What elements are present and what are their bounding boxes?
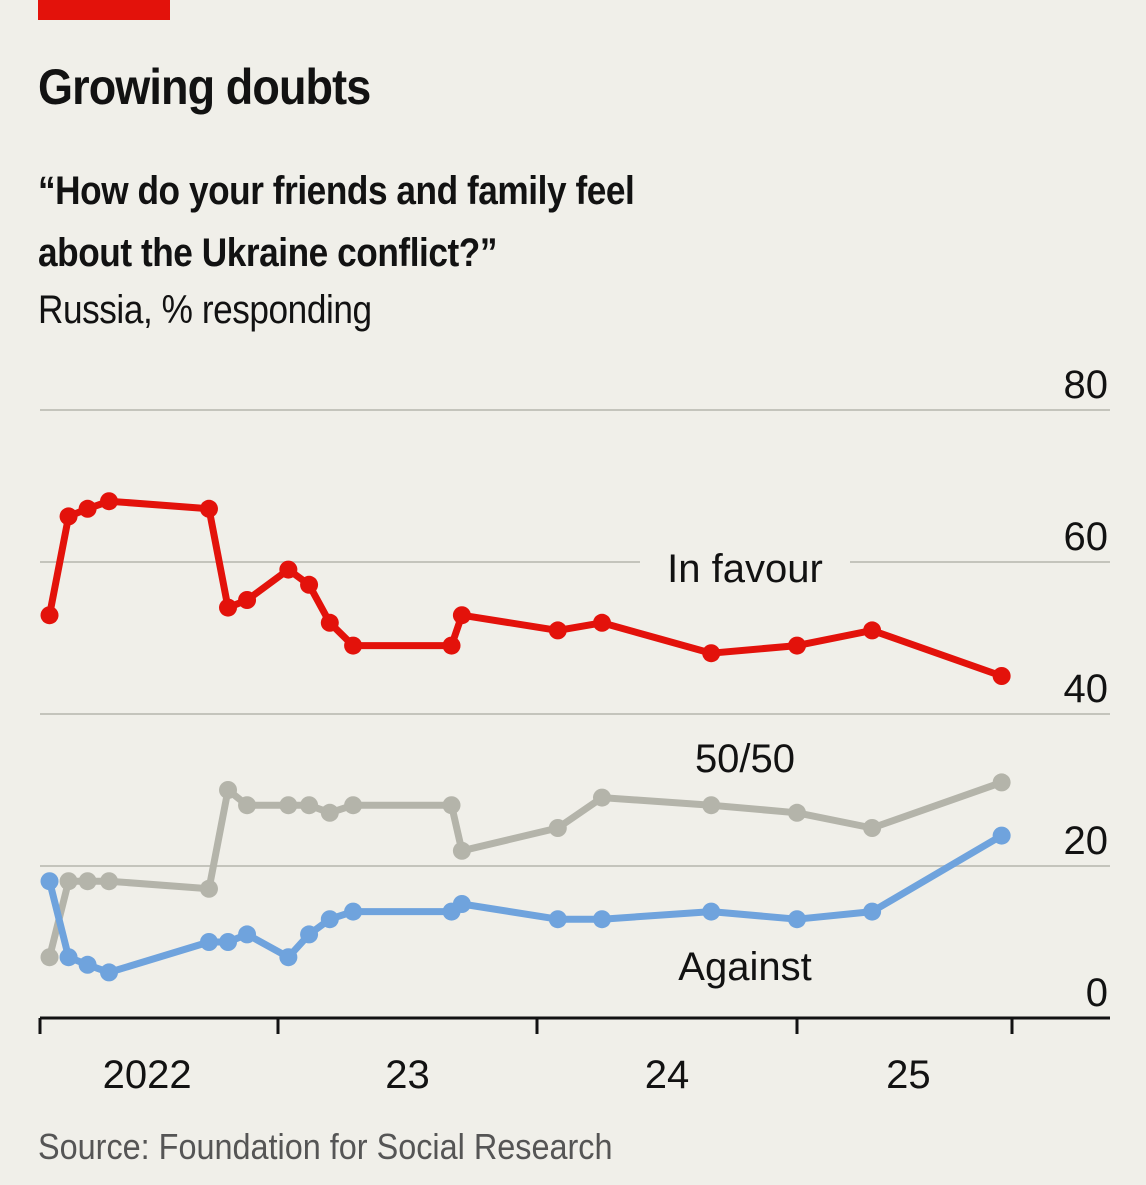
data-point-against-17 — [863, 902, 882, 921]
data-point-50-50-18 — [992, 773, 1011, 792]
series-line-50-50 — [46, 778, 1006, 961]
subtitle-line-2: about the Ukraine conflict?” — [38, 231, 498, 275]
data-point-50-50-14 — [593, 788, 611, 807]
x-tick-label-25: 25 — [886, 1053, 931, 1097]
data-point-in-favour-10 — [344, 636, 363, 655]
data-point-50-50-13 — [548, 819, 567, 837]
data-point-50-50-3 — [100, 872, 119, 891]
data-point-50-50-7 — [279, 796, 298, 815]
data-point-against-4 — [199, 933, 218, 951]
data-point-in-favour-4 — [199, 499, 218, 518]
data-point-against-10 — [344, 902, 363, 921]
data-point-in-favour-7 — [279, 560, 298, 579]
data-point-in-favour-6 — [238, 591, 257, 609]
data-point-against-5 — [219, 933, 238, 951]
data-point-50-50-17 — [863, 819, 882, 837]
subtitle-line-1: “How do your friends and family feel — [38, 169, 635, 213]
data-point-against-13 — [548, 910, 567, 929]
data-point-50-50-9 — [320, 803, 339, 822]
data-point-50-50-12 — [452, 841, 471, 860]
brand-tag — [38, 0, 170, 20]
data-point-against-3 — [100, 963, 119, 982]
y-tick-label-60: 60 — [1064, 515, 1109, 559]
y-tick-label-20: 20 — [1064, 819, 1109, 863]
data-point-50-50-15 — [702, 796, 721, 815]
data-point-50-50-8 — [300, 796, 319, 815]
y-tick-label-40: 40 — [1064, 667, 1109, 711]
data-point-against-16 — [788, 910, 806, 929]
data-point-50-50-5 — [219, 781, 238, 799]
data-point-50-50-16 — [788, 803, 806, 822]
x-tick-label-23: 23 — [385, 1053, 430, 1097]
data-point-in-favour-16 — [788, 636, 806, 655]
data-point-against-6 — [238, 925, 257, 944]
data-point-in-favour-0 — [40, 606, 59, 625]
data-point-50-50-10 — [344, 796, 363, 815]
data-point-in-favour-2 — [78, 499, 97, 518]
y-tick-label-80: 80 — [1064, 363, 1109, 407]
data-point-against-15 — [702, 902, 721, 921]
data-point-in-favour-18 — [992, 667, 1011, 685]
data-point-50-50-1 — [59, 872, 78, 891]
data-point-against-12 — [452, 895, 471, 913]
data-point-against-9 — [320, 910, 339, 929]
series-label-50-50: 50/50 — [695, 737, 795, 781]
data-point-in-favour-8 — [300, 575, 319, 594]
data-point-50-50-4 — [199, 879, 218, 898]
data-point-50-50-6 — [238, 796, 257, 815]
chart-unit-label: Russia, % responding — [38, 288, 372, 332]
data-point-in-favour-3 — [100, 492, 119, 511]
data-point-in-favour-17 — [863, 621, 882, 640]
data-point-in-favour-15 — [702, 644, 721, 663]
data-point-in-favour-14 — [593, 613, 611, 632]
data-point-against-14 — [593, 910, 611, 929]
data-point-50-50-0 — [40, 948, 59, 967]
data-point-against-18 — [992, 826, 1011, 845]
data-point-50-50-11 — [442, 796, 461, 815]
data-point-against-1 — [59, 948, 78, 967]
y-tick-label-0: 0 — [1086, 971, 1108, 1015]
data-point-in-favour-13 — [548, 621, 567, 640]
chart-title: Growing doubts — [38, 59, 371, 115]
data-point-against-8 — [300, 925, 319, 944]
data-point-50-50-2 — [78, 872, 97, 891]
data-point-in-favour-9 — [320, 613, 339, 632]
series-line-in-favour — [46, 497, 1006, 680]
series-label-against: Against — [678, 945, 811, 989]
series-label-in-favour: In favour — [667, 547, 823, 591]
data-point-in-favour-11 — [442, 636, 461, 655]
series-line-against — [46, 832, 1006, 976]
data-point-in-favour-1 — [59, 507, 78, 526]
source-note: Source: Foundation for Social Research — [38, 1126, 613, 1167]
x-tick-label-2022: 2022 — [103, 1053, 192, 1097]
data-point-against-2 — [78, 955, 97, 974]
chart-subtitle: “How do your friends and family feel abo… — [38, 160, 635, 284]
label-bg-in-favour — [640, 542, 850, 594]
data-point-in-favour-5 — [219, 598, 238, 617]
data-point-against-7 — [279, 948, 298, 967]
x-tick-label-24: 24 — [645, 1053, 690, 1097]
data-point-in-favour-12 — [452, 606, 471, 625]
data-point-against-0 — [40, 872, 59, 891]
